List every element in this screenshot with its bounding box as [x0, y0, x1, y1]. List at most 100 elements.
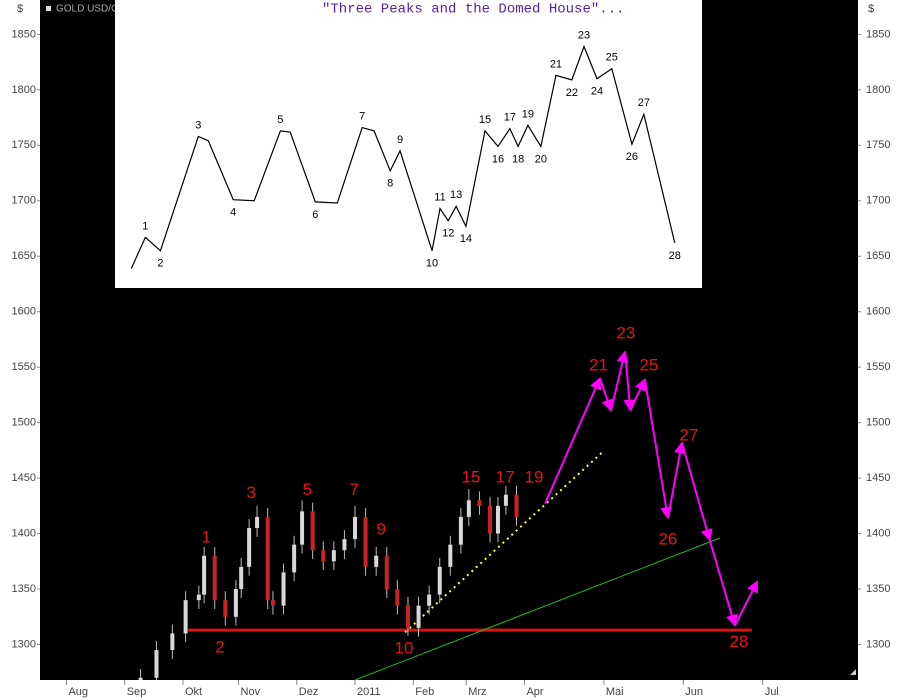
inset-point-label: 17 [504, 112, 516, 124]
candle-body [183, 600, 188, 634]
candle-body [265, 516, 270, 601]
inset-point-label: 20 [535, 153, 547, 165]
inset-point-label: 2 [157, 258, 163, 270]
projection-segment [598, 377, 614, 412]
inset-point-label: 23 [578, 29, 590, 41]
x-tick-label: Dez [299, 686, 319, 698]
wave-label: 26 [658, 530, 677, 549]
y-tick-label: 1350 [12, 583, 36, 595]
candle-body [202, 555, 207, 595]
candle-body [300, 511, 305, 545]
inset-point-label: 18 [512, 153, 524, 165]
y-tick-label: 1850 [12, 28, 36, 40]
projection-segment [610, 350, 629, 411]
y-tick-label: 1400 [12, 527, 36, 539]
inset-point-label: 21 [550, 58, 562, 70]
candle-body [247, 528, 252, 567]
y-tick-label: 1700 [12, 195, 36, 207]
wave-label: 19 [525, 468, 544, 487]
inset-point-label: 3 [195, 119, 201, 131]
candle-body [154, 650, 159, 678]
candle-body [416, 605, 421, 628]
candle-body [405, 605, 410, 628]
candle-body [342, 539, 347, 551]
projection-segment [544, 377, 602, 505]
inset-point-label: 25 [606, 52, 618, 64]
inset-point-label: 14 [460, 233, 472, 245]
instrument: GOLD USD/OZ [56, 4, 125, 15]
candle-body [233, 589, 238, 617]
wave-label: 27 [679, 425, 698, 444]
y-tick-label: 1750 [12, 139, 36, 151]
inset-point-label: 16 [492, 153, 504, 165]
wave-label: 7 [349, 480, 358, 499]
inset-box [115, 0, 702, 288]
x-tick-label: Aug [68, 686, 88, 698]
inset-point-label: 19 [522, 108, 534, 120]
y-tick-label: 1500 [12, 417, 36, 429]
candle-body [514, 494, 519, 517]
wave-label: 28 [729, 632, 748, 651]
x-tick-label: Jul [765, 686, 779, 698]
wave-label: 5 [303, 480, 312, 499]
inset-point-label: 4 [230, 207, 236, 219]
candle-body [281, 572, 286, 606]
wave-label: 3 [247, 483, 256, 502]
candle-body [255, 516, 260, 529]
x-tick-label: Feb [415, 686, 434, 698]
wave-label: 1 [202, 527, 211, 546]
candle-body [466, 500, 471, 517]
trend-line [404, 451, 603, 634]
y-tick-label-right: 1700 [866, 195, 890, 207]
candle-body [223, 600, 228, 617]
candle-body [437, 566, 442, 595]
candle-body [458, 516, 463, 545]
wave-label: 10 [395, 638, 414, 657]
y-tick-label: 1800 [12, 84, 36, 96]
y-unit-right: $ [868, 3, 874, 15]
x-tick-label: Nov [241, 686, 261, 698]
candle-body [196, 594, 201, 601]
y-tick-label: 1300 [12, 638, 36, 650]
inset-point-label: 8 [387, 178, 393, 190]
candle-body [292, 544, 297, 573]
y-tick-label-right: 1650 [866, 250, 890, 262]
inset-point-label: 24 [591, 86, 603, 98]
y-tick-label-right: 1400 [866, 527, 890, 539]
x-tick-label: Apr [526, 686, 543, 698]
projection-segment [643, 379, 673, 520]
candle-body [448, 544, 453, 567]
inset-point-label: 5 [277, 114, 283, 126]
y-tick-label-right: 1550 [866, 361, 890, 373]
corner-icon [850, 669, 856, 675]
candle-body [384, 555, 389, 590]
candle-body [395, 589, 400, 606]
wave-label: 2 [215, 637, 224, 656]
candle-body [331, 550, 336, 562]
projection-segment [708, 539, 738, 627]
inset-point-label: 26 [626, 151, 638, 163]
y-tick-label: 1450 [12, 472, 36, 484]
wave-label: 15 [462, 468, 481, 487]
inset-point-label: 7 [359, 110, 365, 122]
y-tick-label-right: 1800 [866, 84, 890, 96]
x-tick-label: 2011 [357, 686, 381, 698]
inset-point-label: 6 [312, 209, 318, 221]
y-tick-label: 1600 [12, 306, 36, 318]
candle-body [477, 500, 482, 506]
candle-body [363, 516, 368, 567]
y-tick-label-right: 1600 [866, 306, 890, 318]
projection-segment [666, 441, 686, 519]
y-tick-label: 1550 [12, 361, 36, 373]
y-tick-label-right: 1300 [866, 638, 890, 650]
candle-body [503, 494, 508, 506]
candle-body [310, 511, 315, 551]
y-unit: $ [17, 3, 23, 15]
y-tick-label-right: 1450 [866, 472, 890, 484]
x-tick-label: Sep [127, 686, 147, 698]
inset-point-label: 13 [450, 189, 462, 201]
inset-point-label: 27 [638, 97, 650, 109]
candle-body [353, 516, 358, 540]
